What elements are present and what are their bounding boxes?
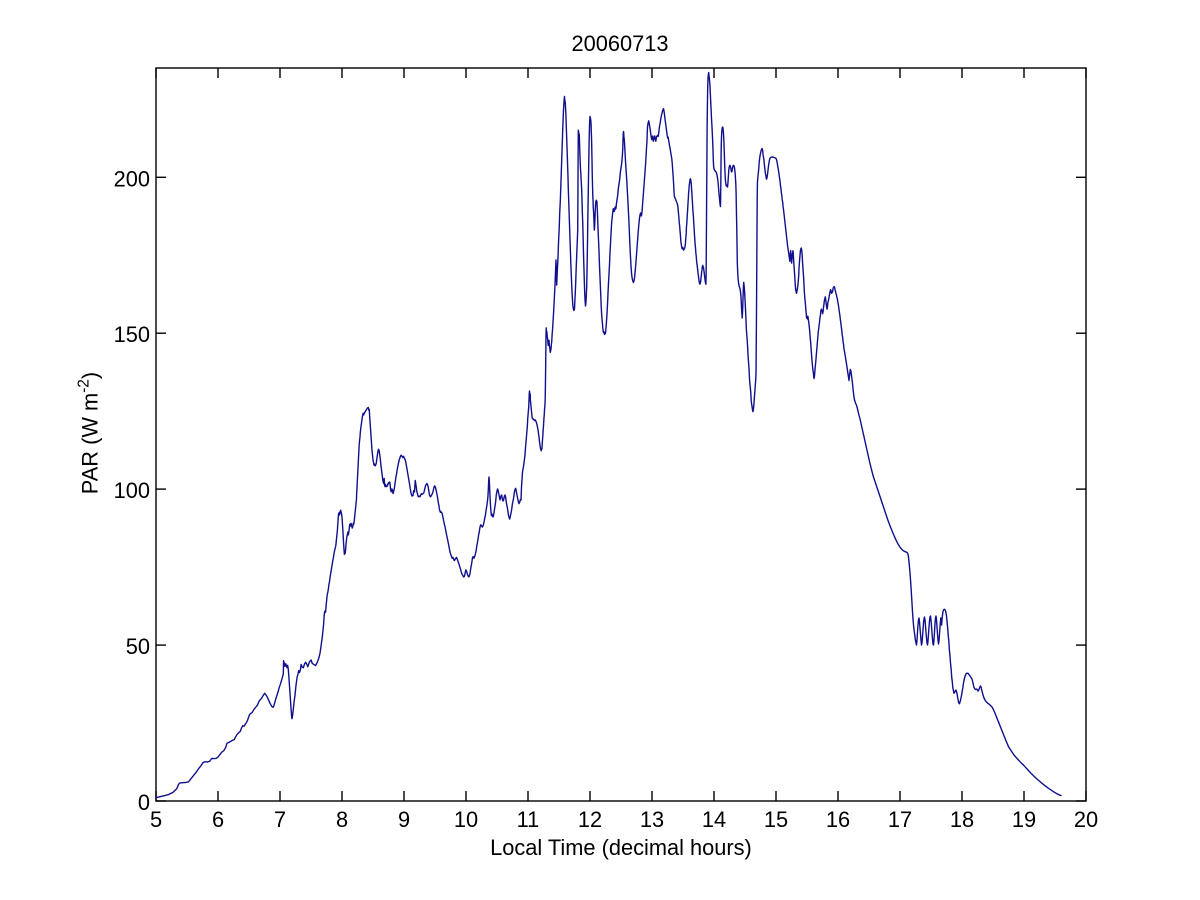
svg-text:100: 100 <box>114 478 150 503</box>
svg-text:Local Time (decimal hours): Local Time (decimal hours) <box>490 835 752 860</box>
svg-text:12: 12 <box>578 807 602 832</box>
svg-text:5: 5 <box>150 807 162 832</box>
svg-text:20: 20 <box>1074 807 1098 832</box>
svg-text:16: 16 <box>826 807 850 832</box>
svg-text:18: 18 <box>950 807 974 832</box>
svg-text:0: 0 <box>138 790 150 815</box>
svg-text:150: 150 <box>114 322 150 347</box>
svg-text:50: 50 <box>126 634 150 659</box>
svg-text:19: 19 <box>1012 807 1036 832</box>
svg-text:13: 13 <box>640 807 664 832</box>
svg-text:10: 10 <box>454 807 478 832</box>
svg-text:200: 200 <box>114 166 150 191</box>
svg-text:9: 9 <box>398 807 410 832</box>
svg-text:6: 6 <box>212 807 224 832</box>
svg-text:20060713: 20060713 <box>572 31 669 56</box>
svg-text:15: 15 <box>764 807 788 832</box>
svg-text:11: 11 <box>517 807 540 832</box>
svg-text:17: 17 <box>888 807 912 832</box>
svg-text:8: 8 <box>336 807 348 832</box>
svg-text:14: 14 <box>702 807 726 832</box>
svg-text:7: 7 <box>274 807 286 832</box>
